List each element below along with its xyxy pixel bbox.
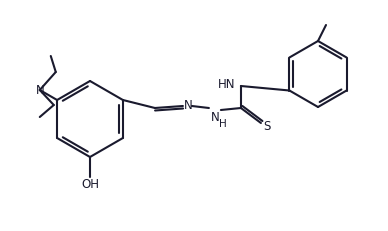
Text: N: N <box>184 99 192 112</box>
Text: OH: OH <box>81 178 99 191</box>
Text: N: N <box>35 84 44 97</box>
Text: H: H <box>219 119 227 128</box>
Text: S: S <box>263 119 270 132</box>
Text: N: N <box>211 111 219 124</box>
Text: HN: HN <box>218 77 236 90</box>
